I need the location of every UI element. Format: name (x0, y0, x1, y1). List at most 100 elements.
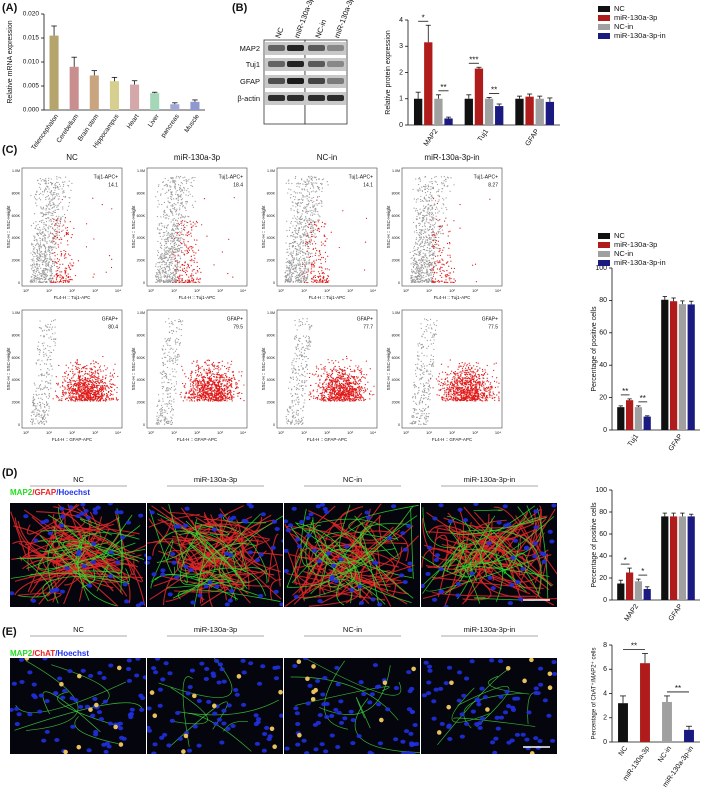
flow-dot (309, 224, 310, 225)
flow-dot (426, 220, 427, 221)
flow-dot (429, 181, 430, 182)
flow-dot (52, 207, 53, 208)
x-tick-label: MAP2 (423, 128, 440, 148)
flow-dot (426, 279, 427, 280)
flow-dot (72, 388, 73, 389)
flow-dot (47, 251, 48, 252)
flow-dot (425, 189, 426, 190)
flow-dot (47, 217, 48, 218)
flow-dot (39, 279, 40, 280)
flow-dot (419, 218, 420, 219)
flow-dot (30, 281, 31, 282)
flow-dot (49, 374, 50, 375)
flow-dot (443, 264, 444, 265)
flow-dot (418, 273, 419, 274)
flow-dot (182, 177, 183, 178)
flow-dot (297, 236, 298, 237)
flow-dot (308, 211, 309, 212)
flow-dot (171, 229, 172, 230)
flow-dot (81, 400, 82, 401)
flow-dot (232, 277, 233, 278)
flow-dot (104, 365, 105, 366)
flow-dot (190, 260, 191, 261)
flow-dot (175, 265, 176, 266)
flow-dot (165, 218, 166, 219)
flow-dot (84, 387, 85, 388)
flow-dot (178, 202, 179, 203)
flow-dot (315, 255, 316, 256)
flow-dot (433, 255, 434, 256)
flow-dot (163, 214, 164, 215)
flow-dot (326, 278, 327, 279)
flow-y-tick: 200K (12, 259, 21, 263)
flow-dot (179, 207, 180, 208)
flow-dot (81, 368, 82, 369)
flow-dot (49, 209, 50, 210)
flow-dot (290, 223, 291, 224)
flow-dot (188, 234, 189, 235)
flow-dot (431, 209, 432, 210)
flow-dot (77, 388, 78, 389)
flow-dot (170, 272, 171, 273)
x-tick-label: pancreas (160, 113, 182, 140)
flow-dot (445, 179, 446, 180)
flow-dot (303, 273, 304, 274)
flow-dot (188, 216, 189, 217)
flow-dot (44, 189, 45, 190)
flow-dot (97, 393, 98, 394)
bar (688, 516, 695, 600)
flow-dot (298, 212, 299, 213)
flow-dot (324, 245, 325, 246)
flow-dot (61, 239, 62, 240)
flow-dot (179, 282, 180, 283)
flow-dot (42, 389, 43, 390)
flow-dot (222, 251, 223, 252)
flow-dot (40, 389, 41, 390)
flow-dot (43, 356, 44, 357)
flow-dot (85, 390, 86, 391)
flow-dot (56, 248, 57, 249)
flow-dot (431, 214, 432, 215)
flow-dot (55, 183, 56, 184)
flow-dot (53, 204, 54, 205)
flow-dot (419, 276, 420, 277)
flow-dot (45, 247, 46, 248)
flow-dot (36, 240, 37, 241)
flow-dot (160, 222, 161, 223)
flow-dot (326, 280, 327, 281)
flow-dot (102, 376, 103, 377)
flow-dot (291, 264, 292, 265)
flow-dot (301, 224, 302, 225)
flow-dot (46, 206, 47, 207)
flow-dot (191, 229, 192, 230)
flow-dot (418, 223, 419, 224)
flow-dot (52, 242, 53, 243)
flow-dot (41, 328, 42, 329)
flow-dot (52, 277, 53, 278)
flow-dot (52, 263, 53, 264)
flow-dot (164, 239, 165, 240)
flow-dot (431, 279, 432, 280)
flow-dot (45, 248, 46, 249)
flow-x-tick: 10¹ (301, 288, 307, 293)
flow-dot (327, 181, 328, 182)
flow-dot (454, 268, 455, 269)
flow-dot (171, 278, 172, 279)
flow-dot (40, 350, 41, 351)
flow-dot (312, 220, 313, 221)
flow-dot (63, 282, 64, 283)
flow-dot (303, 276, 304, 277)
flow-dot (413, 271, 414, 272)
flow-dot (300, 219, 301, 220)
flow-dot (437, 255, 438, 256)
flow-dot (455, 280, 456, 281)
flow-dot (38, 413, 39, 414)
flow-dot (77, 360, 78, 361)
flow-dot (435, 212, 436, 213)
flow-y-tick: 1.0M (267, 169, 275, 173)
flow-dot (186, 246, 187, 247)
y-tick-label: 0 (399, 122, 403, 129)
flow-dot (161, 268, 162, 269)
flow-dot (179, 240, 180, 241)
flow-dot (428, 230, 429, 231)
